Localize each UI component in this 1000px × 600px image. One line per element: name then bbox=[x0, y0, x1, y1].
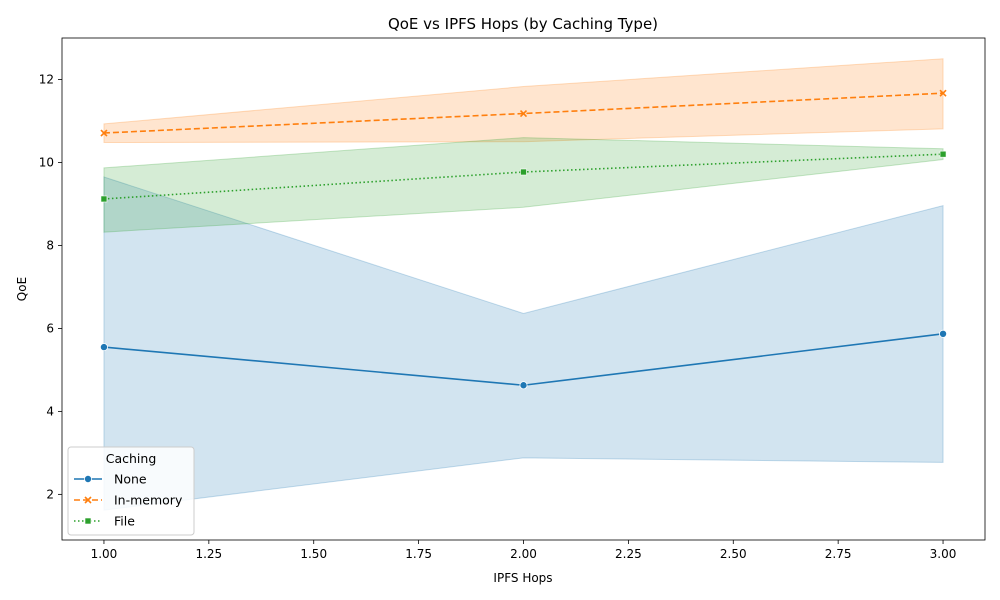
legend: Caching None In-memory File bbox=[67, 446, 195, 536]
data-point-file bbox=[100, 195, 108, 203]
legend-box bbox=[67, 446, 195, 536]
legend-marker bbox=[84, 496, 92, 504]
x-tick-label: 2.75 bbox=[825, 547, 852, 561]
x-tick-label: 3.00 bbox=[930, 547, 957, 561]
y-tick-label: 10 bbox=[39, 155, 54, 169]
data-point-in-memory bbox=[519, 109, 528, 118]
x-tick-label: 1.25 bbox=[195, 547, 222, 561]
data-point-file bbox=[939, 150, 947, 158]
confidence-bands bbox=[103, 58, 944, 511]
legend-title: Caching bbox=[106, 451, 157, 466]
chart-title: QoE vs IPFS Hops (by Caching Type) bbox=[388, 15, 658, 33]
legend-item-file: File bbox=[74, 514, 135, 529]
legend-marker bbox=[84, 474, 93, 483]
ci-band-file bbox=[103, 137, 944, 233]
data-point-none bbox=[99, 343, 108, 352]
legend-label: In-memory bbox=[114, 493, 183, 508]
x-tick-label: 1.00 bbox=[91, 547, 118, 561]
x-axis-ticks: 1.00 1.25 1.50 1.75 2.00 2.25 2.50 2.75 3.00 bbox=[91, 540, 957, 561]
legend-items: None In-memory File bbox=[74, 472, 183, 529]
data-point-in-memory bbox=[939, 89, 947, 97]
legend-label: File bbox=[114, 514, 135, 529]
y-tick-label: 8 bbox=[46, 238, 54, 252]
data-point-none bbox=[519, 381, 528, 390]
legend-item-none: None bbox=[74, 472, 147, 487]
data-point-none bbox=[939, 329, 948, 338]
data-point-file bbox=[520, 168, 527, 176]
ci-band-in-memory bbox=[103, 58, 944, 144]
x-tick-label: 2.00 bbox=[510, 547, 537, 561]
y-axis-ticks: 2 4 6 8 10 12 bbox=[39, 72, 62, 501]
x-tick-label: 1.75 bbox=[405, 547, 432, 561]
x-axis-title: IPFS Hops bbox=[493, 571, 552, 585]
y-tick-label: 6 bbox=[46, 321, 54, 335]
legend-marker bbox=[84, 517, 92, 525]
y-axis-title: QoE bbox=[15, 277, 29, 301]
x-tick-label: 2.50 bbox=[720, 547, 747, 561]
data-point-in-memory bbox=[100, 129, 108, 137]
x-tick-label: 2.25 bbox=[615, 547, 642, 561]
series-markers bbox=[99, 89, 948, 390]
legend-item-in-memory: In-memory bbox=[74, 493, 183, 508]
x-tick-label: 1.50 bbox=[300, 547, 327, 561]
y-tick-label: 2 bbox=[46, 487, 54, 501]
y-tick-label: 12 bbox=[39, 72, 54, 86]
y-tick-label: 4 bbox=[46, 404, 54, 418]
legend-label: None bbox=[114, 472, 147, 487]
